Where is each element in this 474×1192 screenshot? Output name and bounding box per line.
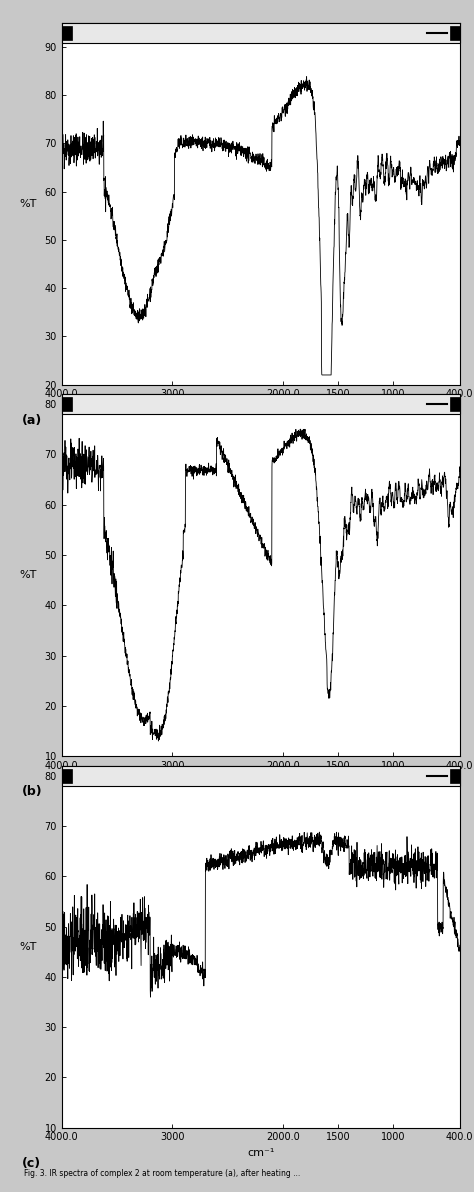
Text: (c): (c) xyxy=(22,1156,41,1169)
Bar xyxy=(450,397,460,411)
Y-axis label: %T: %T xyxy=(19,570,36,581)
Bar xyxy=(62,23,460,43)
Y-axis label: %T: %T xyxy=(19,942,36,951)
Bar xyxy=(450,26,460,39)
Y-axis label: %T: %T xyxy=(19,199,36,209)
Bar xyxy=(62,765,460,786)
Bar xyxy=(450,769,460,783)
Text: (b): (b) xyxy=(22,786,43,799)
X-axis label: cm⁻¹: cm⁻¹ xyxy=(247,1148,274,1159)
X-axis label: cm⁻¹: cm⁻¹ xyxy=(247,776,274,787)
Text: (a): (a) xyxy=(22,414,42,427)
Bar xyxy=(62,395,460,414)
Bar xyxy=(62,397,72,411)
Bar xyxy=(62,769,72,783)
Text: Fig. 3. IR spectra of complex 2 at room temperature (a), after heating ...: Fig. 3. IR spectra of complex 2 at room … xyxy=(24,1168,300,1178)
X-axis label: cm⁻¹: cm⁻¹ xyxy=(247,405,274,415)
Bar xyxy=(62,26,72,39)
